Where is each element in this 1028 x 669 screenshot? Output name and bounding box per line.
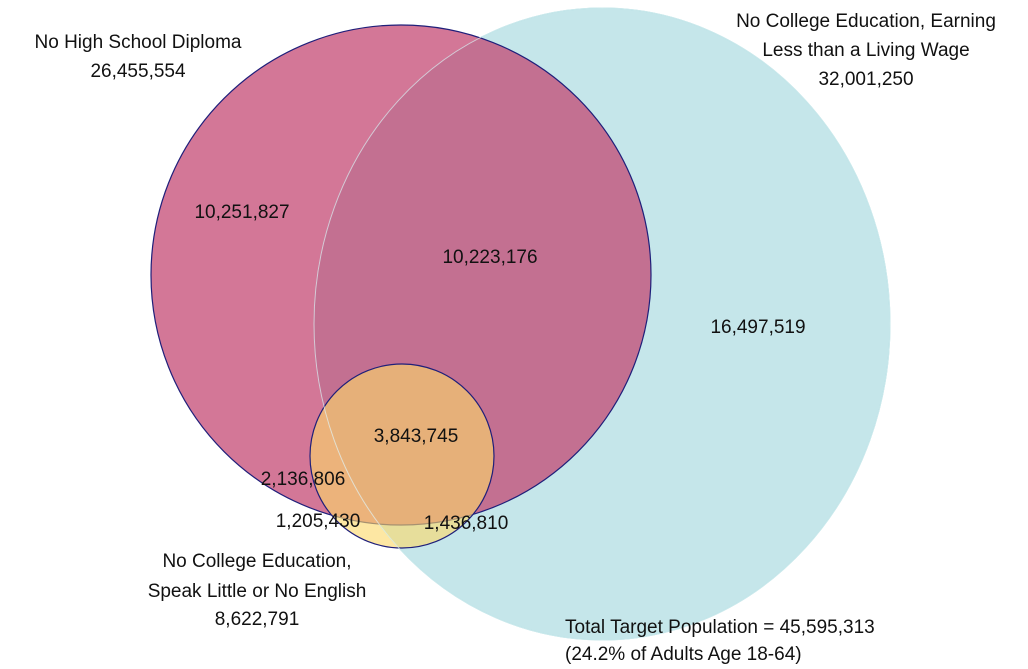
set-label: No High School Diploma	[35, 32, 242, 53]
set-label: No College Education,	[162, 551, 351, 572]
set-total: 26,455,554	[90, 61, 186, 82]
region-label: 3,843,745	[374, 426, 459, 447]
footer-text: (24.2% of Adults Age 18-64)	[565, 644, 802, 665]
little-english-set	[309, 363, 495, 549]
region-label: 10,251,827	[194, 202, 289, 223]
region-label: 2,136,806	[261, 469, 346, 490]
set-total: 8,622,791	[215, 609, 300, 630]
set-label: Speak Little or No English	[148, 581, 367, 602]
set-label: No College Education, Earning	[736, 11, 996, 32]
region-label: 1,436,810	[424, 513, 509, 534]
region-label: 10,223,176	[442, 247, 537, 268]
footer-text: Total Target Population = 45,595,313	[565, 617, 875, 638]
region-label: 1,205,430	[276, 511, 361, 532]
set-label: Less than a Living Wage	[762, 40, 969, 61]
region-label: 16,497,519	[710, 317, 805, 338]
set-total: 32,001,250	[818, 69, 913, 90]
living-wage-outline	[313, 7, 891, 641]
